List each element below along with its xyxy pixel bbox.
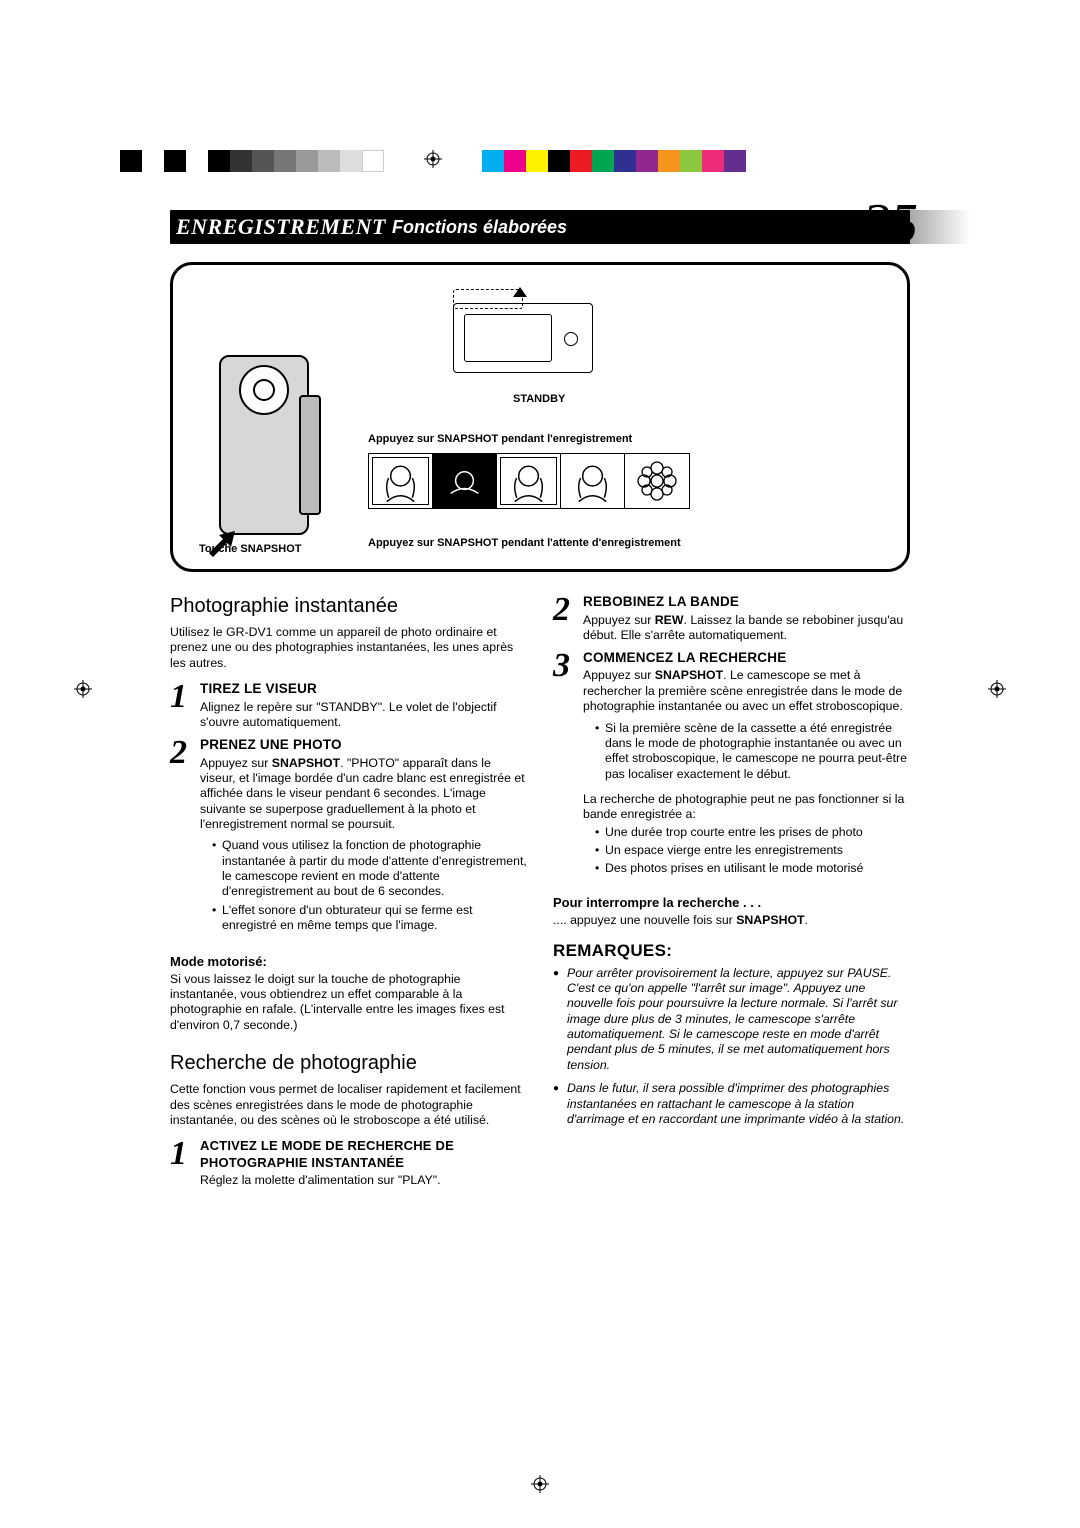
page-number: 25	[862, 192, 918, 256]
step-heading: COMMENCEZ LA RECHERCHE	[583, 650, 910, 667]
diagram-box: Touche SNAPSHOT STANDBY Appuyez sur SNAP…	[170, 262, 910, 572]
step-heading: REBOBINEZ LA BANDE	[583, 594, 910, 611]
header-title: ENREGISTREMENT	[176, 214, 386, 240]
step-2-rebobinez: 2 REBOBINEZ LA BANDE Appuyez sur REW. La…	[553, 594, 910, 644]
left-column: Photographie instantanée Utilisez le GR-…	[170, 594, 527, 1194]
step-text: Réglez la molette d'alimentation sur "PL…	[200, 1173, 527, 1188]
remarks-heading: REMARQUES:	[553, 940, 910, 961]
step-3-commencez: 3 COMMENCEZ LA RECHERCHE Appuyez sur SNA…	[553, 650, 910, 887]
standby-label: STANDBY	[513, 393, 565, 405]
step-1-activez: 1 ACTIVEZ LE MODE DE RECHERCHE DE PHOTOG…	[170, 1138, 527, 1188]
bullet: Si la première scène de la cassette a ét…	[595, 721, 910, 782]
bullet: Une durée trop courte entre les prises d…	[595, 825, 910, 840]
thumb-girl-framed-2	[497, 454, 561, 508]
step-number: 1	[170, 683, 200, 731]
interrupt-heading: Pour interrompre la recherche . . .	[553, 895, 910, 911]
printer-registration-strip	[0, 150, 1080, 172]
search-intro: Cette fonction vous permet de localiser …	[170, 1082, 527, 1128]
photo-intro: Utilisez le GR-DV1 comme un appareil de …	[170, 625, 527, 671]
photo-section-title: Photographie instantanée	[170, 594, 527, 619]
bullet: Quand vous utilisez la fonction de photo…	[212, 838, 527, 899]
snapshot-button-label: Touche SNAPSHOT	[199, 543, 301, 555]
instruction-recording: Appuyez sur SNAPSHOT pendant l'enregistr…	[368, 433, 632, 445]
step-number: 2	[553, 596, 583, 644]
thumb-girl-framed	[369, 454, 433, 508]
mode-motor-heading: Mode motorisé:	[170, 954, 527, 970]
tape-eject-illustration	[423, 283, 633, 383]
step-heading: TIREZ LE VISEUR	[200, 681, 527, 698]
step-number: 3	[553, 652, 583, 887]
step-text: Appuyez sur SNAPSHOT. "PHOTO" apparaît d…	[200, 756, 527, 833]
thumb-girl	[561, 454, 625, 508]
right-registration-target-icon	[988, 680, 1006, 703]
interrupt-text: .... appuyez une nouvelle fois sur SNAPS…	[553, 913, 910, 928]
step3-bullets: Si la première scène de la cassette a ét…	[583, 721, 910, 782]
camera-illustration	[199, 335, 329, 545]
filmstrip-thumbnails	[368, 453, 690, 509]
condition-bullets: Une durée trop courte entre les prises d…	[583, 825, 910, 877]
step-text: Appuyez sur SNAPSHOT. Le camescope se me…	[583, 668, 910, 714]
bullet: Des photos prises en utilisant le mode m…	[595, 861, 910, 876]
body-columns: Photographie instantanée Utilisez le GR-…	[170, 594, 910, 1194]
registration-target-icon	[424, 150, 442, 173]
instruction-standby: Appuyez sur SNAPSHOT pendant l'attente d…	[368, 537, 681, 549]
remark-item: Pour arrêter provisoirement la lecture, …	[553, 966, 910, 1074]
step-number: 2	[170, 739, 200, 944]
thumb-dark	[433, 454, 497, 508]
left-registration-target-icon	[74, 680, 92, 703]
section-header: ENREGISTREMENT Fonctions élaborées	[170, 210, 910, 244]
step-number: 1	[170, 1140, 200, 1188]
step-2-prenez: 2 PRENEZ UNE PHOTO Appuyez sur SNAPSHOT.…	[170, 737, 527, 944]
step-heading: ACTIVEZ LE MODE DE RECHERCHE DE PHOTOGRA…	[200, 1138, 527, 1171]
step2-bullets: Quand vous utilisez la fonction de photo…	[200, 838, 527, 933]
thumb-flower	[625, 454, 689, 508]
remarks-list: Pour arrêter provisoirement la lecture, …	[553, 966, 910, 1128]
mode-motor-text: Si vous laissez le doigt sur la touche d…	[170, 972, 527, 1033]
condition-intro: La recherche de photographie peut ne pas…	[583, 792, 910, 823]
header-subtitle: Fonctions élaborées	[392, 217, 567, 238]
step-text: Alignez le repère sur "STANDBY". Le vole…	[200, 700, 527, 731]
step-heading: PRENEZ UNE PHOTO	[200, 737, 527, 754]
bullet: Un espace vierge entre les enregistremen…	[595, 843, 910, 858]
step-text: Appuyez sur REW. Laissez la bande se reb…	[583, 613, 910, 644]
bullet: L'effet sonore d'un obturateur qui se fe…	[212, 903, 527, 934]
page-content: ENREGISTREMENT Fonctions élaborées 25 To…	[170, 210, 910, 1194]
remark-item: Dans le futur, il sera possible d'imprim…	[553, 1081, 910, 1127]
bottom-registration-target-icon	[531, 1475, 549, 1498]
step-1-tirez: 1 TIREZ LE VISEUR Alignez le repère sur …	[170, 681, 527, 731]
right-column: 2 REBOBINEZ LA BANDE Appuyez sur REW. La…	[553, 594, 910, 1194]
search-section-title: Recherche de photographie	[170, 1051, 527, 1076]
